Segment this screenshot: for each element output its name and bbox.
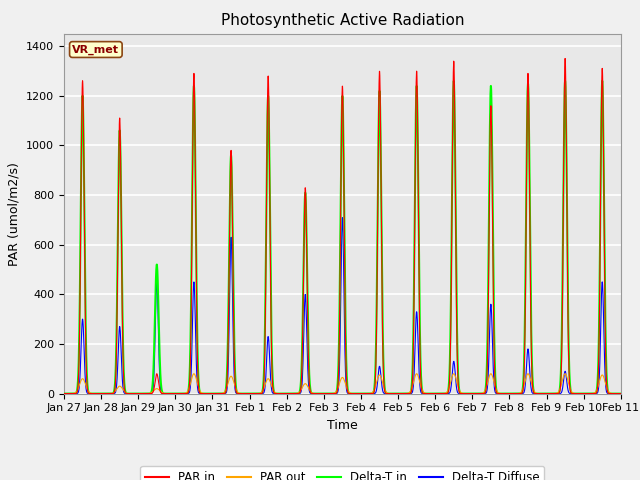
Legend: PAR in, PAR out, Delta-T in, Delta-T Diffuse: PAR in, PAR out, Delta-T in, Delta-T Dif… (140, 466, 545, 480)
Text: VR_met: VR_met (72, 44, 119, 55)
X-axis label: Time: Time (327, 419, 358, 432)
Title: Photosynthetic Active Radiation: Photosynthetic Active Radiation (221, 13, 464, 28)
Y-axis label: PAR (umol/m2/s): PAR (umol/m2/s) (8, 162, 20, 265)
